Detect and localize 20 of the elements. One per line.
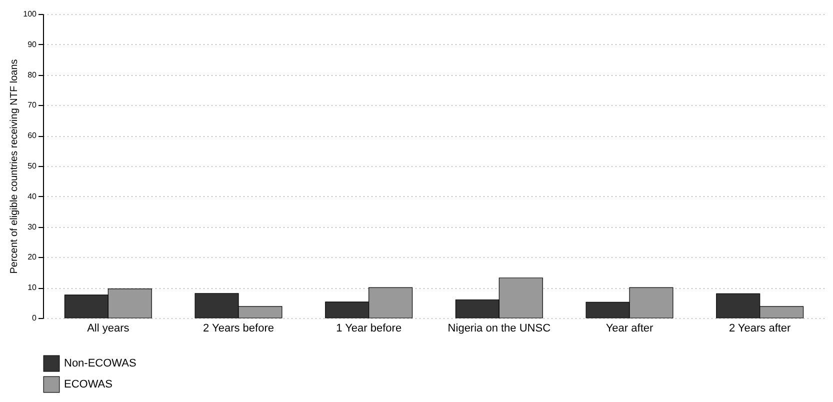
y-tick-label: 50 bbox=[28, 162, 38, 170]
y-tick-label: 60 bbox=[28, 131, 38, 140]
y-tick-label: 80 bbox=[28, 70, 38, 80]
legend-label: Non-ECOWAS bbox=[64, 358, 136, 370]
y-tick-label: 70 bbox=[28, 100, 38, 110]
x-tick-label: 2 Years after bbox=[728, 322, 792, 334]
x-tick-label: Nigeria on the UNSC bbox=[448, 322, 551, 334]
x-tick-label: All years bbox=[87, 322, 130, 334]
y-tick-label: 0 bbox=[32, 314, 38, 322]
y-axis-title: Percent of eligible countries receiving NTF loans bbox=[9, 59, 20, 274]
y-tick-label: 30 bbox=[28, 222, 38, 232]
x-tick-label: 2 Years before bbox=[203, 322, 274, 334]
y-tick-label: 20 bbox=[28, 252, 38, 262]
x-tick-label: Year after bbox=[606, 322, 654, 334]
legend-label: ECOWAS bbox=[64, 378, 112, 390]
y-tick-label: 10 bbox=[28, 283, 38, 292]
y-tick-label: 40 bbox=[28, 192, 38, 201]
y-tick-label: 90 bbox=[28, 40, 38, 49]
x-tick-label: 1 Year before bbox=[336, 322, 402, 334]
y-tick-label: 100 bbox=[23, 10, 38, 18]
